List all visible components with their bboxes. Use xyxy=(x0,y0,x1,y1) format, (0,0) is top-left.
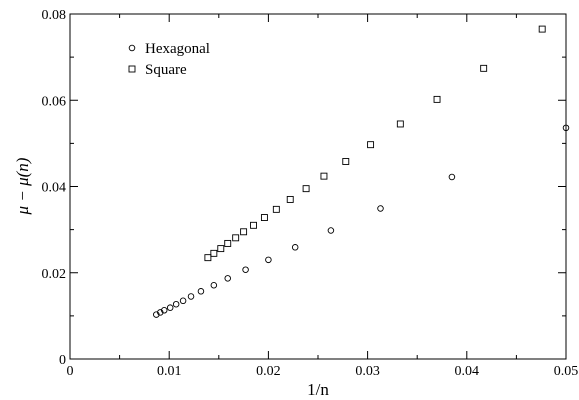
y-tick-label: 0.06 xyxy=(42,94,67,109)
point-square xyxy=(286,195,294,203)
x-axis-label: 1/n xyxy=(307,380,329,399)
point-square xyxy=(210,249,218,257)
point-hexagonal xyxy=(160,307,168,314)
point-square xyxy=(204,254,212,262)
legend-label-hexagonal: Hexagonal xyxy=(145,41,210,57)
point-square xyxy=(260,214,268,222)
point-hexagonal xyxy=(197,288,205,295)
point-hexagonal xyxy=(265,256,272,264)
point-square xyxy=(367,141,375,149)
x-axis: 0 0.01 0.02 0.03 0.04 0.05 xyxy=(67,14,579,379)
point-hexagonal xyxy=(242,266,249,273)
point-square xyxy=(538,25,546,33)
point-hexagonal xyxy=(166,304,174,311)
point-hexagonal xyxy=(172,300,180,308)
y-tick-label: 0.02 xyxy=(42,267,67,282)
point-hexagonal xyxy=(210,282,218,289)
point-square xyxy=(272,205,280,213)
y-axis: 0 0.02 0.04 0.06 0.08 xyxy=(42,8,566,368)
legend-label-square: Square xyxy=(145,62,187,78)
legend-marker-hexagonal xyxy=(128,44,136,52)
legend-marker-square xyxy=(128,65,136,73)
data-points xyxy=(153,25,570,318)
y-tick-label: 0 xyxy=(59,353,66,368)
point-hexagonal xyxy=(291,244,299,251)
x-tick-label: 0.01 xyxy=(157,364,182,379)
y-axis-label: μ − μ(n) xyxy=(13,157,32,215)
x-tick-label: 0.05 xyxy=(554,364,579,379)
x-tick-label: 0.03 xyxy=(355,364,380,379)
point-square xyxy=(320,172,328,180)
point-hexagonal xyxy=(562,124,570,132)
point-square xyxy=(250,221,257,229)
point-hexagonal xyxy=(327,227,335,234)
x-tick-label: 0.04 xyxy=(455,364,480,379)
point-square xyxy=(396,120,404,128)
y-tick-label: 0.04 xyxy=(42,181,67,196)
y-tick-label: 0.08 xyxy=(42,8,67,23)
point-hexagonal xyxy=(224,275,231,282)
point-square xyxy=(342,158,350,165)
point-square xyxy=(302,185,310,193)
point-square xyxy=(232,234,240,242)
legend: Hexagonal Square xyxy=(128,41,210,78)
point-hexagonal xyxy=(187,293,195,300)
x-tick-label: 0.02 xyxy=(256,364,281,379)
point-square xyxy=(217,245,225,253)
point-square xyxy=(480,64,488,72)
point-square xyxy=(433,95,441,103)
point-square xyxy=(240,228,248,236)
point-hexagonal xyxy=(448,173,456,181)
point-square xyxy=(224,239,232,247)
x-tick-label: 0 xyxy=(67,364,74,379)
point-hexagonal xyxy=(377,205,384,212)
point-hexagonal xyxy=(179,297,187,305)
